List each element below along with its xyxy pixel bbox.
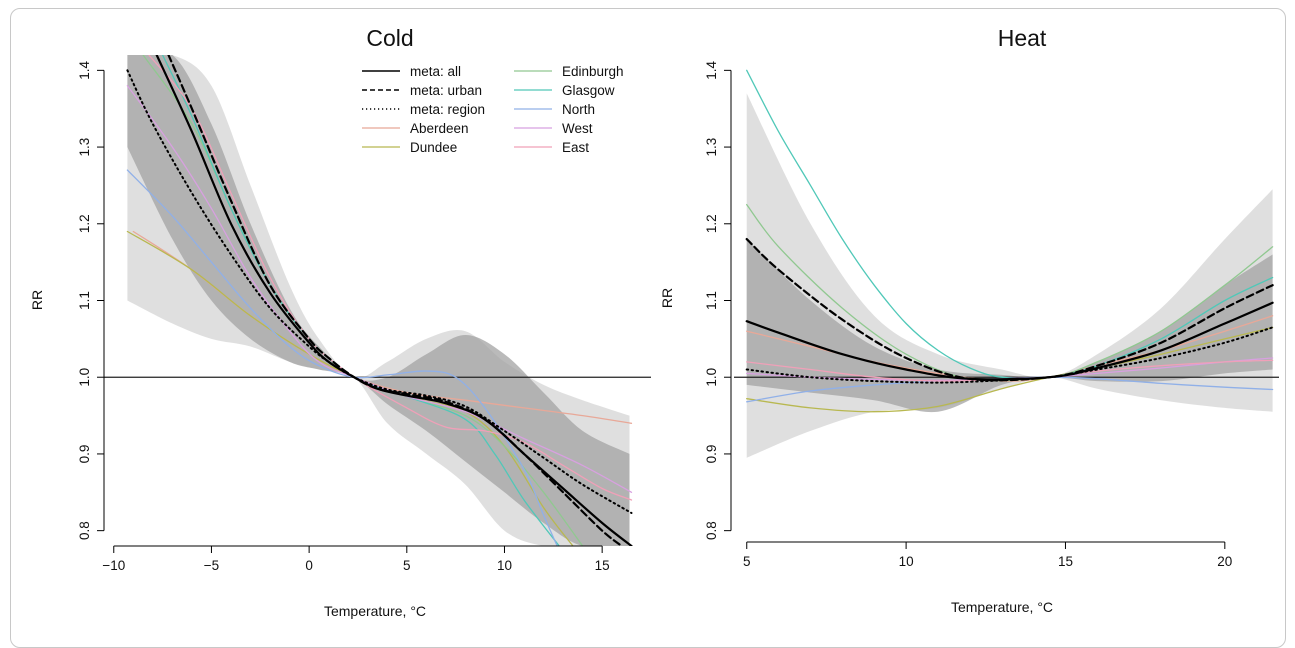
- heat-plot-area: [734, 69, 1279, 458]
- heat-x-tick-label: 10: [899, 554, 914, 569]
- heat-y-tick-label: 0.8: [704, 521, 719, 540]
- cold-x-tick-label: 10: [497, 558, 512, 573]
- cold-series-west: [126, 85, 633, 493]
- cold-x-tick-label: 0: [305, 558, 313, 573]
- cold-y-tick-label: 0.8: [77, 521, 92, 540]
- legend-label: Dundee: [410, 140, 457, 155]
- cold-y-tick-label: 1.1: [77, 291, 92, 310]
- cold-legend: meta: all meta: urban meta: region Aberdeen…: [362, 64, 624, 155]
- cold-y-tick-label: 1.4: [77, 60, 92, 79]
- legend-label: West: [562, 121, 593, 136]
- chart-canvas: −10 −5 0 5 10 15 0.8 0.9 1.0 1.1 1.2 1.3 1.4 Cold Temp…: [29, 25, 1279, 619]
- heat-y-tick-label: 1.1: [704, 291, 719, 310]
- cold-series-north: [126, 169, 558, 546]
- cold-y-tick-label: 1.3: [77, 138, 92, 157]
- legend-label: meta: region: [410, 102, 485, 117]
- cold-x-tick-label: 15: [595, 558, 610, 573]
- legend-label: North: [562, 102, 595, 117]
- cold-series-meta-urban: [167, 55, 623, 546]
- cold-x-tick-label: 5: [403, 558, 411, 573]
- cold-plot-area: [104, 55, 651, 546]
- heat-series-meta-region: [745, 326, 1274, 384]
- heat-y-tick-label: 0.9: [704, 445, 719, 464]
- cold-y-axis-label: RR: [29, 290, 45, 310]
- heat-x-axis-label: Temperature, °C: [951, 599, 1053, 615]
- cold-x-tick-label: −5: [204, 558, 219, 573]
- heat-y-axis-label: RR: [659, 288, 675, 308]
- cold-ci-band-dark: [127, 55, 630, 546]
- heat-y-tick-label: 1.4: [704, 60, 719, 79]
- legend-label: East: [562, 140, 589, 155]
- heat-y-tick-label: 1.3: [704, 138, 719, 157]
- legend-label: Glasgow: [562, 83, 615, 98]
- cold-y-tick-label: 1.0: [77, 368, 92, 387]
- heat-ci-band-light: [746, 93, 1273, 458]
- heat-panel: 5 10 15 20 0.8 0.9 1.0 1.1 1.2 1.3 1.4 Heat Temperat…: [659, 25, 1279, 615]
- cold-y-tick-label: 1.2: [77, 214, 92, 233]
- legend-label: meta: urban: [410, 83, 482, 98]
- cold-series-east: [148, 55, 633, 501]
- cold-chart-title: Cold: [366, 25, 413, 51]
- legend-label: meta: all: [410, 64, 461, 79]
- cold-x-tick-label: −10: [102, 558, 125, 573]
- heat-series-dundee: [746, 326, 1274, 413]
- heat-series-glasgow: [746, 69, 1274, 380]
- heat-x-tick-label: 5: [743, 554, 751, 569]
- cold-panel: −10 −5 0 5 10 15 0.8 0.9 1.0 1.1 1.2 1.3 1.4 Cold Temp…: [29, 25, 651, 619]
- heat-y-tick-label: 1.2: [704, 214, 719, 233]
- legend-label: Aberdeen: [410, 121, 469, 136]
- cold-y-tick-label: 0.9: [77, 445, 92, 464]
- legend-label: Edinburgh: [562, 64, 624, 79]
- cold-series-meta-region: [126, 69, 633, 514]
- heat-chart-title: Heat: [998, 25, 1047, 51]
- heat-x-tick-label: 20: [1217, 554, 1232, 569]
- heat-ci-band-dark: [746, 239, 1273, 413]
- heat-y-tick-label: 1.0: [704, 368, 719, 387]
- heat-x-tick-label: 15: [1058, 554, 1073, 569]
- cold-x-axis-label: Temperature, °C: [324, 603, 426, 619]
